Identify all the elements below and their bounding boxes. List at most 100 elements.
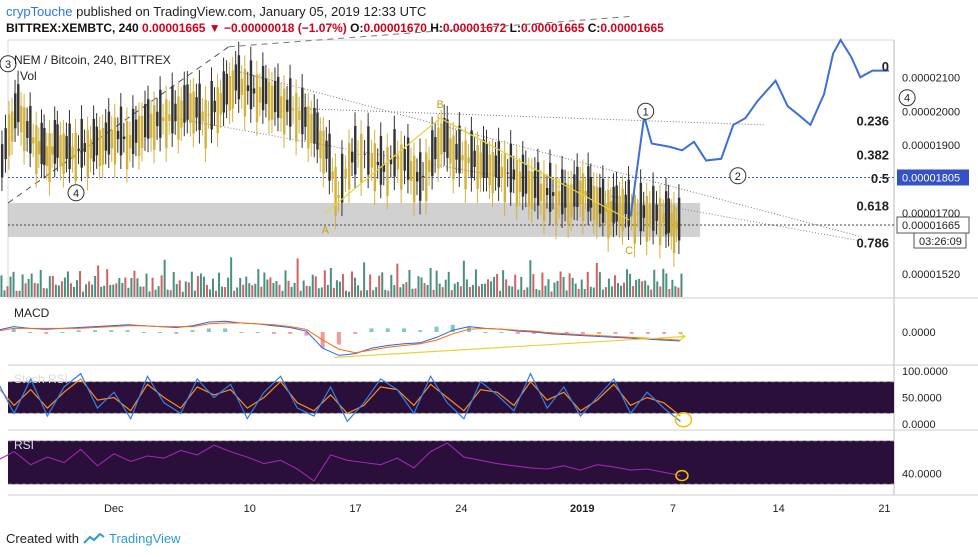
countdown-badge [913, 232, 967, 249]
candle-body [216, 87, 219, 134]
volume-bar [429, 268, 432, 297]
footer: Created with TradingView [6, 531, 181, 546]
candle-body [301, 87, 304, 135]
candle-body [491, 152, 494, 194]
author-link[interactable]: crypTouche [6, 4, 73, 19]
macd-line [0, 320, 681, 356]
candle-body [140, 115, 144, 148]
candle-body [479, 152, 482, 179]
candle-body [672, 205, 676, 254]
volume-bar [502, 270, 505, 297]
volume-bar [139, 286, 142, 297]
candle-body [207, 114, 210, 116]
wave-circle-icon [898, 89, 916, 107]
volume-bar [15, 290, 18, 297]
candle-body [561, 169, 564, 215]
volume-bar [381, 272, 384, 297]
candle-body [458, 125, 461, 174]
volume-bar [320, 287, 323, 297]
candle-body [627, 179, 630, 227]
candle-body [440, 123, 443, 155]
price-axis-tick: 0.00002000 [902, 106, 960, 118]
upper-channel-dashed-line [7, 46, 229, 204]
volume-bar [444, 279, 447, 297]
volume-bar [665, 273, 668, 297]
volume-bar [613, 275, 616, 297]
candle-body [267, 81, 271, 121]
candle-body [434, 137, 437, 160]
macd-histogram-bar [515, 332, 520, 334]
candle-body [174, 103, 177, 122]
macd-histogram-bar [158, 332, 163, 333]
candle-body [604, 204, 607, 212]
time-axis-tick: 7 [670, 503, 676, 515]
candle-body [639, 182, 643, 232]
volume-bar [12, 271, 15, 297]
candle-body [80, 118, 83, 168]
countdown-timer: 03:26:09 [919, 236, 962, 248]
candle-body [609, 201, 613, 222]
volume-bar [544, 285, 547, 297]
macd-histogram-bar [239, 332, 244, 333]
volume-bar [583, 289, 586, 297]
candle-body [373, 143, 377, 192]
macd-histogram-bar [353, 332, 358, 334]
volume-bar [9, 276, 12, 297]
volume-bar [236, 287, 239, 297]
candle-body [536, 162, 540, 206]
volume-bar [335, 280, 338, 297]
volume-bar [547, 279, 550, 297]
macd-divergence-line [334, 335, 686, 358]
macd-histogram-bar [44, 332, 49, 334]
candle-body [579, 180, 582, 204]
candle-body [488, 154, 491, 186]
price-axis-tick: 0.00001900 [902, 140, 960, 152]
candle-body [237, 55, 241, 100]
candle-body [249, 60, 253, 110]
candle-body [119, 106, 123, 156]
published-text: published on TradingView.com, January 05… [76, 4, 427, 19]
candle-body [86, 130, 89, 177]
volume-bar [199, 273, 202, 297]
candle-body [192, 91, 195, 134]
candle-body [589, 177, 593, 208]
candle-body [183, 85, 186, 123]
candle-body [624, 194, 627, 214]
close-label: C: [587, 21, 601, 35]
volume-bar [69, 283, 72, 297]
volume-bar [541, 272, 544, 297]
candle-body [310, 113, 313, 144]
candle-body [518, 171, 522, 192]
stoch-k-line [0, 372, 681, 423]
volume-bar [426, 284, 429, 297]
volume-bar [332, 287, 335, 297]
candle-body [470, 130, 473, 179]
close-value: 0.00001665 [600, 21, 664, 35]
volume-bar [142, 286, 145, 297]
volume-bar [205, 284, 208, 297]
fib-level-label: 0.786 [856, 236, 889, 251]
tradingview-brand[interactable]: TradingView [108, 531, 181, 546]
candle-body [351, 151, 354, 163]
volume-bar [523, 289, 526, 297]
volume-bar [221, 286, 224, 297]
candle-body [162, 117, 165, 122]
volume-bar [577, 289, 580, 297]
candle-body [289, 78, 292, 127]
time-axis-tick: 24 [455, 503, 467, 515]
volume-bar [529, 260, 532, 297]
candle-body [348, 143, 351, 190]
volume-bar [396, 263, 399, 297]
candle-body [658, 197, 662, 246]
candle-body [283, 88, 286, 135]
wave-number-label: 1 [643, 106, 649, 118]
candle-body [344, 168, 347, 179]
time-axis-tick: 2019 [570, 503, 594, 515]
wave-circle-icon [729, 167, 747, 185]
macd-histogram-bar [125, 330, 130, 332]
candle-body [68, 123, 71, 170]
low-value: 0.00001665 [520, 21, 585, 35]
volume-bar [85, 284, 88, 297]
candle-body [379, 135, 383, 185]
